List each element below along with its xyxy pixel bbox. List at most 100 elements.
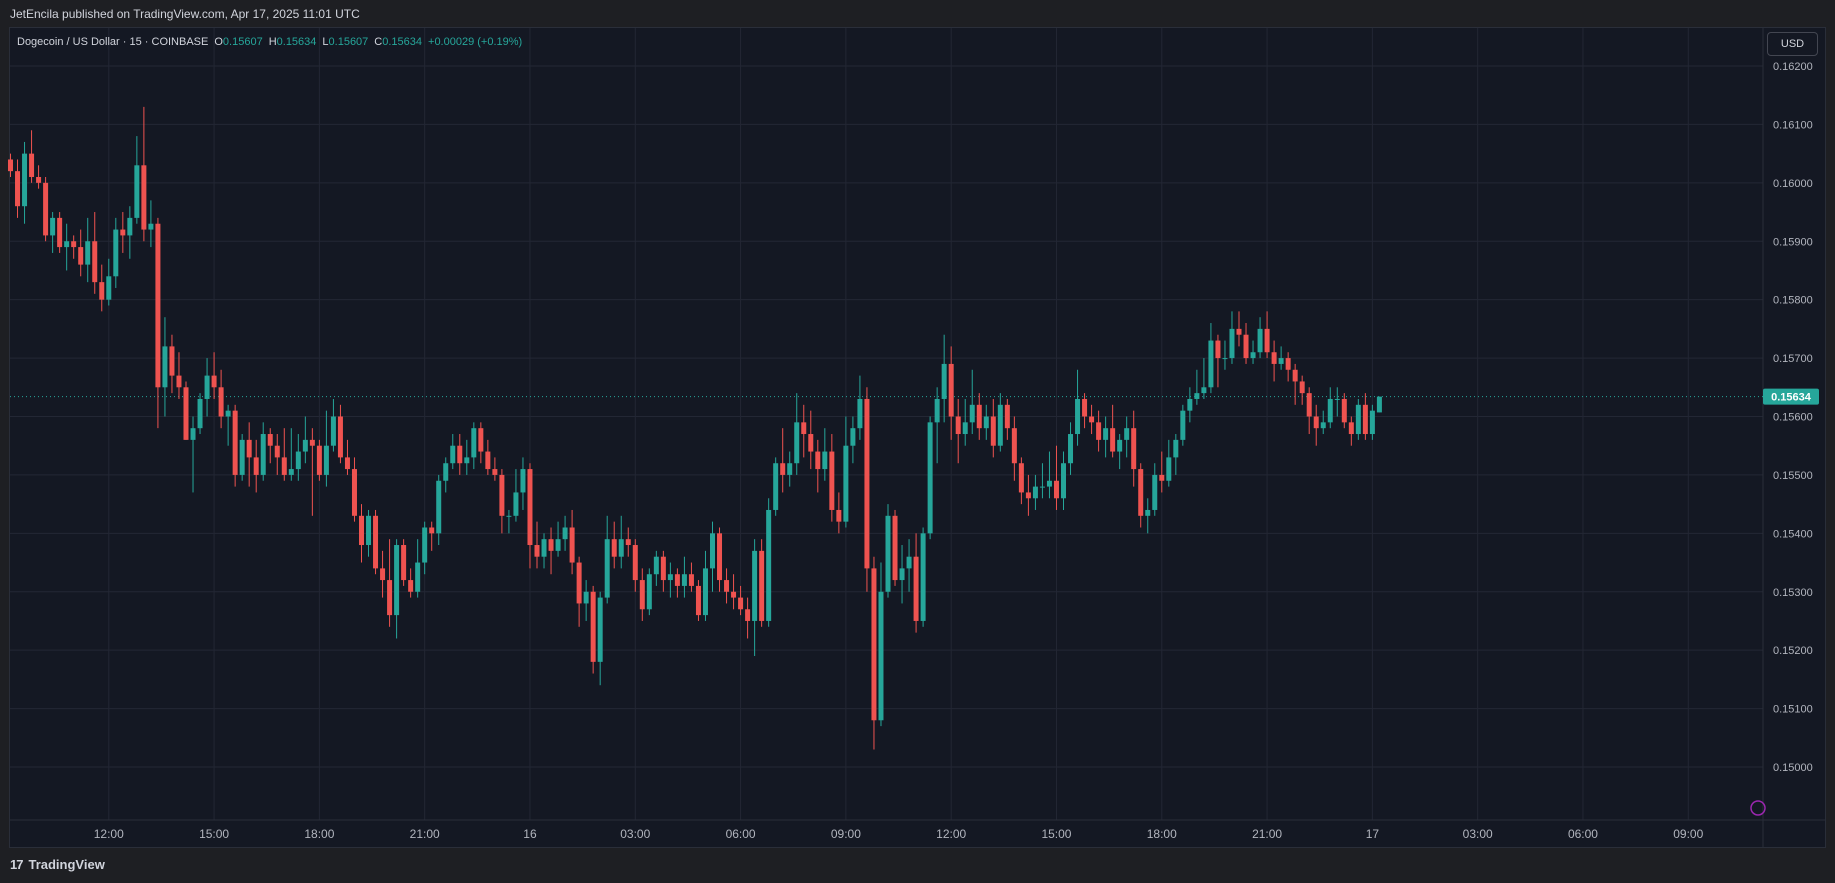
candle-body <box>1068 434 1074 464</box>
candle-body <box>492 469 498 475</box>
candle-body <box>710 533 715 569</box>
candle-body <box>309 439 315 446</box>
candle-body <box>1145 509 1151 516</box>
candle-body <box>857 398 863 429</box>
candle-body <box>955 416 961 435</box>
x-tick-label: 15:00 <box>1041 827 1071 841</box>
candle-body <box>1236 328 1242 335</box>
currency-button[interactable]: USD <box>1767 32 1818 56</box>
tradingview-brand[interactable]: 17 TradingView <box>10 857 105 872</box>
y-tick-label: 0.16100 <box>1773 119 1813 131</box>
candle-body <box>731 591 737 598</box>
candle-body <box>85 241 91 265</box>
x-tick-label: 12:00 <box>94 827 124 841</box>
candle-body <box>976 404 982 429</box>
candle-body <box>934 398 940 423</box>
candlestick-chart[interactable]: 0.16200 0.16100 0.16000 0.15900 0.15800 0.157… <box>0 0 1835 848</box>
candle-body <box>724 580 730 592</box>
candle-body <box>941 363 947 399</box>
candle-body <box>625 539 631 546</box>
candle-body <box>337 416 343 458</box>
candle-body <box>71 241 77 248</box>
candle-body <box>780 463 786 475</box>
candle-body <box>127 217 133 236</box>
candle-body <box>1075 398 1081 435</box>
last-price-badge <box>1763 388 1819 405</box>
candle-body <box>864 398 870 569</box>
y-tick-label: 0.15000 <box>1773 762 1813 774</box>
candle-body <box>15 171 21 207</box>
bottom-bar: 17 TradingView <box>0 848 1835 883</box>
candle-body <box>471 428 477 458</box>
x-tick-label: 17 <box>1366 827 1380 841</box>
candle-body <box>794 422 800 464</box>
x-tick-label: 21:00 <box>410 827 440 841</box>
candle-body <box>429 527 435 534</box>
y-tick-label: 0.15300 <box>1773 587 1813 599</box>
candle-body <box>113 229 119 277</box>
candle-body <box>295 451 301 470</box>
candle-body <box>681 574 687 586</box>
candle-body <box>548 539 554 551</box>
candle-body <box>759 550 765 621</box>
candle-body <box>302 439 308 452</box>
x-tick-label: 09:00 <box>1673 827 1703 841</box>
candle-body <box>569 527 575 563</box>
candle-body <box>1025 492 1031 499</box>
candle-body <box>618 539 624 557</box>
candle-body <box>211 375 217 388</box>
candle-body <box>660 556 666 581</box>
candle-body <box>632 545 638 581</box>
candle-body <box>1039 486 1045 488</box>
candle-body <box>597 597 603 662</box>
candle-body <box>169 346 175 376</box>
x-tick-label: 12:00 <box>936 827 966 841</box>
candle-body <box>267 434 273 446</box>
candle-body <box>1096 422 1102 440</box>
y-tick-label: 0.15100 <box>1773 704 1813 716</box>
candle-body <box>1082 398 1088 417</box>
candle-body <box>1376 396 1382 413</box>
candle-body <box>815 451 821 470</box>
candle-body <box>948 363 954 417</box>
candle-body <box>1299 381 1305 394</box>
chart-panel[interactable] <box>9 27 1826 848</box>
candle-body <box>401 545 407 581</box>
candle-body <box>1180 410 1186 440</box>
candle-body <box>120 229 126 236</box>
candle-body <box>695 585 701 616</box>
candle-body <box>478 428 484 452</box>
candle-body <box>197 398 203 429</box>
candle-body <box>141 165 147 230</box>
candle-body <box>513 492 519 516</box>
candle-body <box>443 463 449 481</box>
candle-body <box>415 562 421 592</box>
candle-body <box>667 574 673 581</box>
candle-body <box>225 410 231 417</box>
candle-body <box>1152 474 1158 510</box>
candle-body <box>843 445 849 522</box>
candle-body <box>871 568 877 721</box>
change-value: +0.00029 (+0.19%) <box>428 36 523 48</box>
candle-body <box>717 533 723 581</box>
candle-body <box>1089 416 1095 423</box>
symbol-title[interactable]: Dogecoin / US Dollar · 15 · COINBASE <box>17 36 209 48</box>
candle-body <box>555 539 561 551</box>
candle-body <box>1355 404 1361 435</box>
candle-body <box>457 445 463 464</box>
candle-body <box>1061 463 1066 499</box>
last-price-label: 0.15634 <box>1771 392 1812 404</box>
candle-body <box>534 545 540 557</box>
candle-body <box>499 474 505 516</box>
candle-body <box>239 439 245 475</box>
candle-body <box>674 574 680 586</box>
candle-body <box>927 422 933 534</box>
candle-body <box>1243 334 1249 359</box>
candle-body <box>1257 328 1263 353</box>
x-tick-label: 03:00 <box>620 827 650 841</box>
candle-body <box>1369 410 1375 435</box>
candle-body <box>330 416 336 446</box>
open-value: 0.15607 <box>222 36 263 48</box>
candle-body <box>604 539 610 598</box>
candle-body <box>1103 428 1109 440</box>
